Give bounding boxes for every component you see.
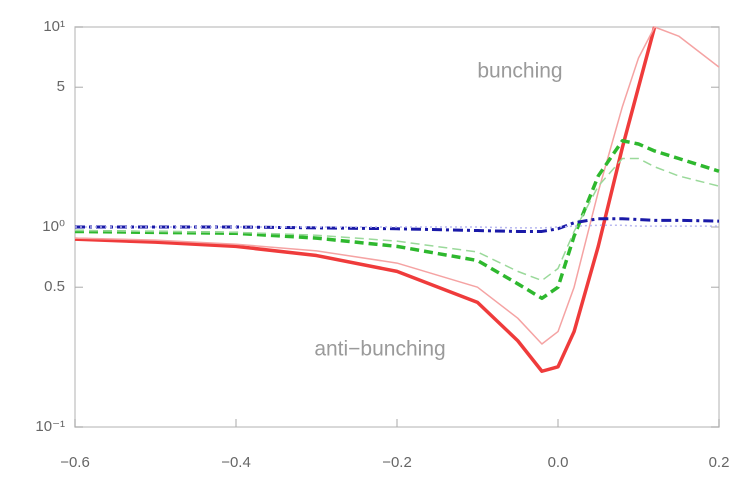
y-tick-label: 10⁰ (42, 218, 65, 235)
series-line (74, 26, 720, 345)
annotation: anti−bunching (314, 338, 445, 361)
y-tick-label: 10¹ (43, 18, 65, 35)
series-line (75, 224, 719, 229)
series-line (74, 138, 720, 301)
x-tick-label: −0.4 (221, 454, 251, 471)
annotation: bunching (477, 60, 562, 83)
x-tick-label: 0.0 (548, 454, 569, 471)
x-tick-label: −0.6 (60, 454, 90, 471)
series-line (74, 157, 720, 282)
y-tick-label: 0.5 (44, 278, 65, 295)
x-tick-label: 0.2 (709, 454, 730, 471)
y-tick-label: 10⁻¹ (35, 418, 65, 435)
x-tick-label: −0.2 (382, 454, 412, 471)
series-line (74, 26, 657, 373)
y-tick-label: 5 (57, 78, 65, 95)
series-line (75, 217, 720, 233)
